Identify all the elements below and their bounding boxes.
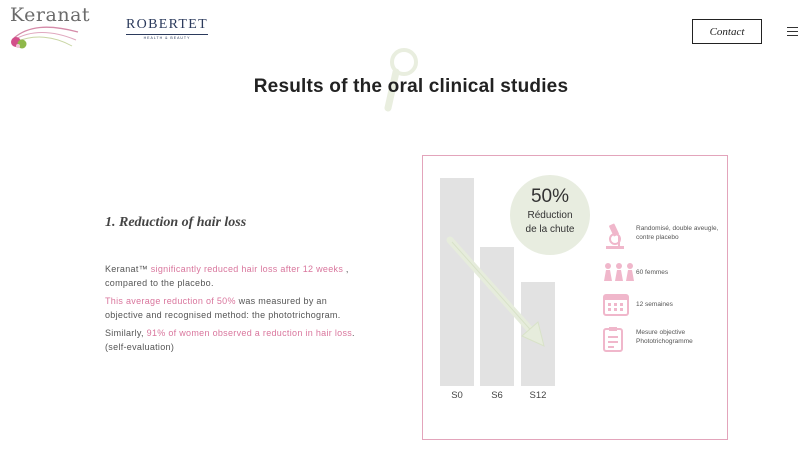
- bar-s6: [480, 247, 514, 386]
- p2-highlight: This average reduction of 50%: [105, 296, 236, 306]
- robertet-logo[interactable]: ROBERTET HEALTH & BEAUTY: [126, 17, 208, 40]
- p1-highlight: significantly reduced hair loss after 12…: [150, 264, 344, 274]
- clipboard-icon: [603, 327, 623, 352]
- bar-label-s6: S6: [491, 390, 503, 401]
- stat-caption-line2: de la chute: [525, 224, 575, 235]
- p3-highlight: 91% of women observed a reduction in hai…: [146, 328, 353, 338]
- logo-text: Keranat: [10, 4, 91, 26]
- stat-caption-line1: Réduction: [527, 210, 573, 221]
- logo-swoosh-icon: [11, 26, 79, 49]
- legend-text-measure: Mesure objective Phototrichogramme: [636, 329, 693, 345]
- hamburger-menu-icon[interactable]: [787, 27, 798, 38]
- magnifier-decoration-icon: [384, 48, 418, 112]
- stat-circle: 50% Réduction de la chute: [510, 175, 590, 255]
- partner-tagline: HEALTH & BEAUTY: [143, 36, 191, 40]
- p1-text-a: Keranat™: [105, 264, 151, 274]
- bar-label-s12: S12: [529, 390, 547, 401]
- microscope-icon: [606, 223, 624, 249]
- downward-trend-arrow-icon: [446, 236, 545, 347]
- p3-text-a: Similarly,: [105, 328, 147, 338]
- contact-button[interactable]: Contact: [692, 19, 762, 44]
- legend-text-randomized: Randomisé, double aveugle, contre placeb…: [636, 225, 719, 241]
- section-heading: 1. Reduction of hair loss: [105, 215, 247, 230]
- partner-divider: [126, 34, 208, 35]
- legend-text-women: 60 femmes: [636, 269, 669, 276]
- paragraph-measurement: This average reduction of 50% was measur…: [105, 294, 365, 322]
- partner-name: ROBERTET: [126, 17, 208, 32]
- paragraph-reduction: Keranat™ significantly reduced hair loss…: [105, 262, 365, 290]
- keranat-logo[interactable]: Keranat: [8, 4, 90, 50]
- calendar-icon: [603, 294, 629, 316]
- bar-label-s0: S0: [451, 390, 463, 401]
- paragraph-self-evaluation: Similarly, 91% of women observed a reduc…: [105, 326, 365, 354]
- stat-value: 50%: [530, 186, 570, 207]
- p1-text-c: , compared to the placebo.: [105, 264, 349, 288]
- p3-text-c: . (self-evaluation): [105, 328, 355, 352]
- legend-text-duration: 12 semaines: [636, 301, 673, 308]
- p2-text-b: was measured by an objective and recogni…: [105, 296, 341, 320]
- infographic-frame: [422, 155, 728, 440]
- women-icon: [604, 263, 634, 281]
- bar-s0: [440, 178, 474, 386]
- page-title: Results of the oral clinical studies: [253, 76, 569, 97]
